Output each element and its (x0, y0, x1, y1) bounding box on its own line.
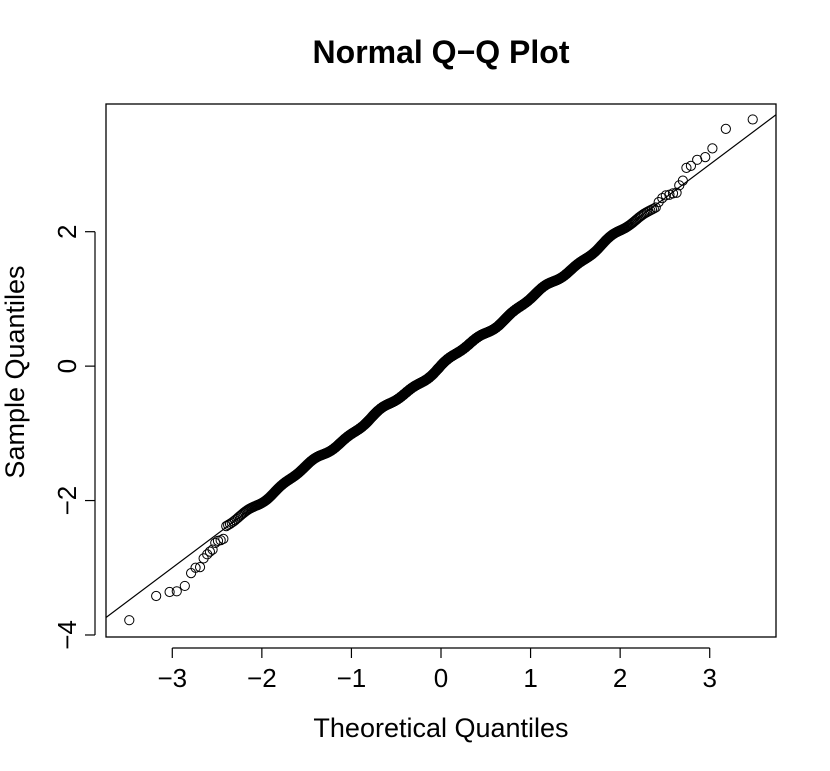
x-tick-label: −2 (247, 663, 277, 693)
plot-area (106, 114, 776, 626)
y-tick-label: −4 (52, 620, 82, 650)
data-point (207, 544, 218, 555)
data-point (747, 114, 758, 125)
data-point (151, 590, 162, 602)
data-point (660, 190, 671, 201)
data-point (650, 202, 661, 213)
plot-frame (105, 103, 777, 638)
data-point (685, 160, 697, 171)
x-tick-label: 2 (613, 663, 627, 693)
data-point (164, 586, 175, 598)
x-axis: −3 −2 −1 0 1 2 3 (157, 647, 717, 693)
data-point (171, 586, 182, 597)
chart-title: Normal Q−Q Plot (313, 34, 570, 70)
data-point (190, 562, 201, 573)
data-point (124, 615, 135, 626)
data-point (681, 162, 692, 173)
y-axis-label: Sample Quantiles (0, 265, 30, 478)
y-tick-label: 0 (52, 359, 82, 373)
data-point (179, 580, 190, 592)
data-point (671, 187, 682, 198)
data-point (194, 562, 206, 573)
data-point (648, 203, 659, 214)
data-point (223, 519, 234, 531)
data-point (215, 535, 226, 546)
x-tick-label: 3 (702, 663, 716, 693)
data-point (204, 546, 215, 557)
y-axis: −4 −2 0 2 (52, 224, 96, 650)
y-tick-label: 2 (52, 224, 82, 238)
data-point (224, 518, 236, 529)
data-point (700, 152, 711, 163)
data-point (677, 175, 688, 186)
x-tick-label: 1 (523, 663, 537, 693)
x-tick-label: −3 (157, 663, 187, 693)
y-tick-label: −2 (52, 486, 82, 516)
x-tick-label: −1 (337, 663, 367, 693)
data-point (667, 188, 679, 199)
x-tick-label: 0 (434, 663, 448, 693)
data-point (657, 193, 668, 204)
data-point (202, 549, 213, 560)
x-axis-label: Theoretical Quantiles (313, 713, 568, 743)
data-point (720, 123, 731, 134)
data-point (640, 207, 651, 219)
data-point (210, 537, 221, 549)
data-point (707, 143, 718, 154)
data-point (218, 533, 229, 544)
